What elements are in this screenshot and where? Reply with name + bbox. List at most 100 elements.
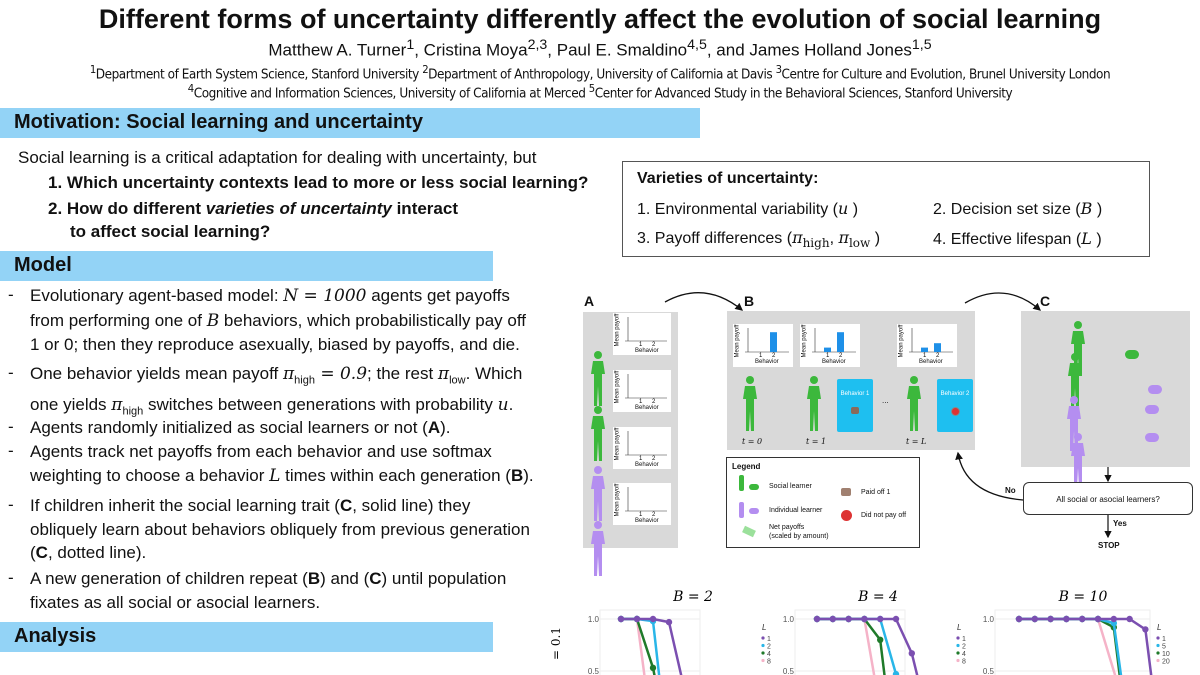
t: . <box>508 394 514 414</box>
model-bullets: - Evolutionary agent-based model: N = 10… <box>0 284 580 614</box>
aff-sup: 4 <box>187 82 194 95</box>
question-2-cont: to affect social learning? <box>70 222 271 241</box>
y-tick-label: 1.0 <box>983 615 995 624</box>
chart-title: B = 10 <box>1058 589 1108 605</box>
t: . Which <box>465 364 523 383</box>
model-bullet-4: Agents track net payoffs from each behav… <box>30 440 570 488</box>
series-line-L2 <box>817 617 898 675</box>
t: agents get payoffs <box>366 286 510 305</box>
t: from performing one of <box>30 310 207 330</box>
t: Agents randomly initialized as social le… <box>30 418 428 437</box>
data-point <box>1015 615 1023 623</box>
v-sym: π <box>792 227 803 247</box>
data-point <box>1047 615 1054 623</box>
author-sup: 2,3 <box>527 37 548 53</box>
poster-title: Different forms of uncertainty different… <box>98 4 1102 34</box>
t: Evolutionary agent-based model: <box>30 286 284 305</box>
t: One behavior yields mean payoff <box>30 364 283 383</box>
legend-marker <box>761 658 765 663</box>
t: ( <box>30 543 36 562</box>
t: obliquely learn about behaviors obliquel… <box>30 519 530 539</box>
ref: A <box>427 418 441 437</box>
ref: C <box>35 543 48 562</box>
plot-grid <box>794 609 906 675</box>
q2-text: interact <box>391 199 458 218</box>
legend-marker <box>1156 658 1160 663</box>
y-tick-label: 1.0 <box>588 615 600 624</box>
plot-grid <box>994 609 1151 675</box>
and: and <box>716 40 745 60</box>
bullet: - <box>8 441 14 460</box>
varieties-heading: Varieties of uncertainty: <box>637 170 819 187</box>
varieties-box: Varieties of uncertainty: 1. Environment… <box>622 161 1150 257</box>
t: one yields <box>30 394 112 414</box>
math: L <box>269 465 281 486</box>
legend-label: 1 <box>767 636 771 643</box>
ref: C <box>369 569 382 588</box>
affiliation: Centre for Culture and Evolution, Brunel… <box>781 67 1111 83</box>
t: ) until population <box>381 569 507 588</box>
model-bullet-5: If children inherit the social learning … <box>30 494 570 565</box>
variety-3: 3. Payoff differences (πhigh, πlow ) <box>637 228 933 250</box>
data-point <box>1142 626 1149 633</box>
bullet: - <box>8 285 14 304</box>
bullet: - <box>8 417 14 436</box>
t: switches between generations with probab… <box>143 394 498 414</box>
aff-sup: 2 <box>422 63 429 76</box>
math: B <box>206 310 220 331</box>
math: = 0.9 <box>314 364 368 384</box>
author: James Holland Jones <box>749 40 912 60</box>
motivation-heading: Motivation: Social learning and uncertai… <box>0 108 700 138</box>
math: N = 1000 <box>283 286 367 306</box>
model-bullet-3: Agents randomly initialized as social le… <box>30 416 570 440</box>
v-text: 1. Environmental variability ( <box>637 201 838 218</box>
author-sup: 4,5 <box>687 37 707 53</box>
legend-title: L <box>957 623 961 632</box>
series-line-L8 <box>621 617 646 675</box>
question-2: 2. How do different varieties of uncerta… <box>48 197 458 221</box>
legend-label: 4 <box>767 651 771 658</box>
v-text: , <box>829 229 839 247</box>
legend-marker <box>956 643 960 648</box>
variety-4: 4. Effective lifespan (L ) <box>933 229 1102 249</box>
t: A new generation of children repeat ( <box>30 569 308 588</box>
v-sym: π <box>838 227 849 247</box>
v-text: 2. Decision set size ( <box>933 201 1081 218</box>
plot-grid <box>599 609 701 675</box>
bullet: - <box>8 495 14 514</box>
legend-marker <box>956 658 960 663</box>
t: Agents track net payoffs from each behav… <box>30 442 492 461</box>
t: behaviors, which probabilistically pay o… <box>219 310 526 330</box>
question-1: 1. Which uncertainty contexts lead to mo… <box>48 173 589 192</box>
ref: B <box>307 569 321 588</box>
series-line-L4 <box>817 617 886 675</box>
chart-title: B = 4 <box>857 589 898 605</box>
aff-sup: 5 <box>588 82 595 95</box>
affiliations-line2: 4Cognitive and Information Sciences, Uni… <box>42 82 1158 101</box>
data-point <box>1110 615 1118 623</box>
model-heading: Model <box>0 251 493 281</box>
sub: low <box>449 374 466 387</box>
data-point <box>633 615 641 623</box>
math: π <box>282 364 295 384</box>
motivation-intro: Social learning is a critical adaptation… <box>18 148 537 167</box>
series-line-L1 <box>1019 617 1153 675</box>
author-sup: 1 <box>406 37 415 53</box>
legend-label: 2 <box>962 644 966 651</box>
data-point <box>649 615 657 623</box>
legend-label: 10 <box>1162 651 1170 658</box>
model-bullet-6: A new generation of children repeat (B ) … <box>30 567 570 614</box>
v-sub: low <box>848 236 871 251</box>
analysis-heading: Analysis <box>0 622 493 652</box>
t: ). <box>523 465 534 485</box>
bullet: - <box>8 568 14 587</box>
data-point <box>649 664 657 672</box>
t: , dotted line). <box>47 543 147 562</box>
model-bullet-2: One behavior yields mean payoff πhigh = … <box>30 362 570 424</box>
author: Paul E. Smaldino <box>556 40 688 60</box>
y-tick-label: 1.0 <box>783 615 795 624</box>
affiliation: Department of Anthropology, University o… <box>428 67 773 83</box>
v-text: ) <box>870 229 881 247</box>
y-tick-label: 0.5 <box>783 667 795 675</box>
legend-marker <box>761 643 765 648</box>
